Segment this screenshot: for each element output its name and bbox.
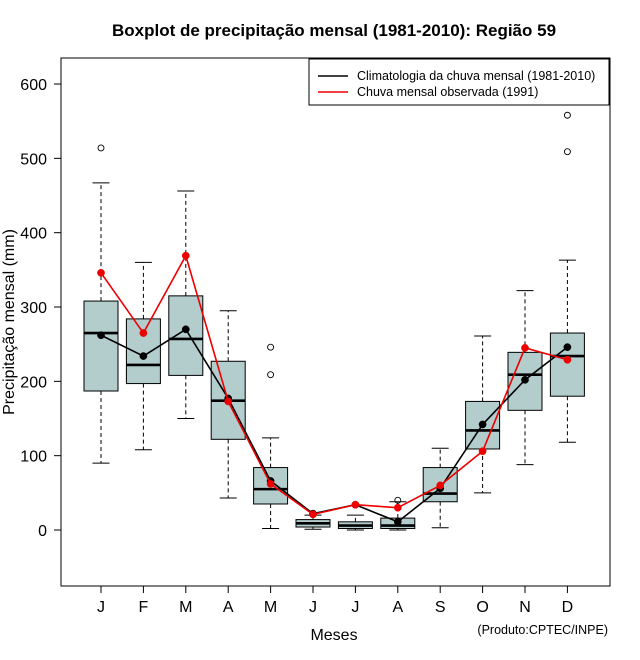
x-tick-label: A bbox=[223, 599, 234, 616]
observed-point bbox=[351, 500, 360, 509]
climatology-point bbox=[139, 352, 148, 360]
observed-point bbox=[393, 503, 402, 512]
x-tick-label: M bbox=[179, 599, 192, 616]
outlier-point bbox=[394, 496, 402, 504]
credit-text: (Produto:CPTEC/INPE) bbox=[477, 623, 608, 637]
plot-frame bbox=[60, 57, 611, 587]
observed-point bbox=[309, 510, 317, 519]
observed-point bbox=[436, 481, 445, 490]
box-D bbox=[549, 111, 585, 443]
series-line-observed bbox=[100, 253, 568, 516]
climatology-point bbox=[181, 325, 190, 334]
observed-point bbox=[521, 344, 529, 352]
climatology-point bbox=[521, 376, 529, 384]
observed-point bbox=[224, 397, 233, 406]
y-tick-label: 600 bbox=[20, 77, 47, 94]
box-J bbox=[83, 144, 119, 464]
observed-point bbox=[97, 268, 105, 277]
x-tick-label: J bbox=[309, 599, 317, 616]
legend: Climatologia da chuva mensal (1981-2010)… bbox=[308, 58, 610, 106]
outlier-point bbox=[563, 111, 571, 119]
x-tick-label: N bbox=[519, 599, 531, 616]
y-tick-label: 0 bbox=[38, 523, 47, 540]
x-tick-label: D bbox=[562, 599, 574, 616]
x-tick-label: J bbox=[97, 599, 105, 616]
x-tick-label: S bbox=[435, 599, 446, 616]
observed-point bbox=[563, 355, 572, 364]
legend-label-climatology: Climatologia da chuva mensal (1981-2010) bbox=[357, 69, 595, 83]
y-tick-label: 500 bbox=[20, 151, 47, 168]
climatology-point bbox=[97, 331, 105, 340]
x-tick-label: F bbox=[139, 599, 149, 616]
legend-box bbox=[308, 58, 610, 106]
climatology-point bbox=[478, 420, 487, 429]
outlier-point bbox=[563, 148, 571, 156]
box-iqr bbox=[168, 295, 204, 376]
y-tick-label: 400 bbox=[20, 226, 47, 243]
box-iqr bbox=[549, 332, 585, 397]
box-J bbox=[337, 514, 373, 531]
climatology-point bbox=[563, 343, 572, 351]
series-group bbox=[97, 251, 572, 526]
x-tick-label: A bbox=[392, 599, 403, 616]
observed-point bbox=[266, 480, 275, 488]
box-iqr bbox=[83, 300, 119, 392]
outlier-point bbox=[97, 144, 105, 152]
y-axis: 0 100 200 300 400 500 600 bbox=[20, 77, 61, 540]
observed-point bbox=[181, 251, 190, 260]
x-tick-label: O bbox=[476, 599, 488, 616]
legend-label-observed: Chuva mensal observada (1991) bbox=[357, 85, 538, 99]
x-tick-label: J bbox=[351, 599, 359, 616]
observed-point bbox=[478, 447, 487, 456]
box-N bbox=[507, 290, 543, 466]
box-iqr bbox=[125, 318, 161, 385]
climatology-point bbox=[393, 517, 402, 526]
y-tick-label: 100 bbox=[20, 449, 47, 466]
y-tick-label: 200 bbox=[20, 374, 47, 391]
y-axis-label: Precipitação mensal (mm) bbox=[1, 229, 18, 415]
box-O bbox=[465, 335, 501, 494]
x-tick-label: M bbox=[264, 599, 277, 616]
observed-point bbox=[139, 329, 148, 337]
boxes-group bbox=[83, 111, 585, 531]
outlier-point bbox=[267, 343, 275, 351]
x-axis-label: Meses bbox=[310, 627, 357, 644]
y-tick-label: 300 bbox=[20, 300, 47, 317]
box-M bbox=[253, 343, 289, 530]
outlier-point bbox=[267, 371, 275, 379]
box-M bbox=[168, 190, 204, 420]
chart-title: Boxplot de precipitação mensal (1981-201… bbox=[112, 21, 556, 40]
